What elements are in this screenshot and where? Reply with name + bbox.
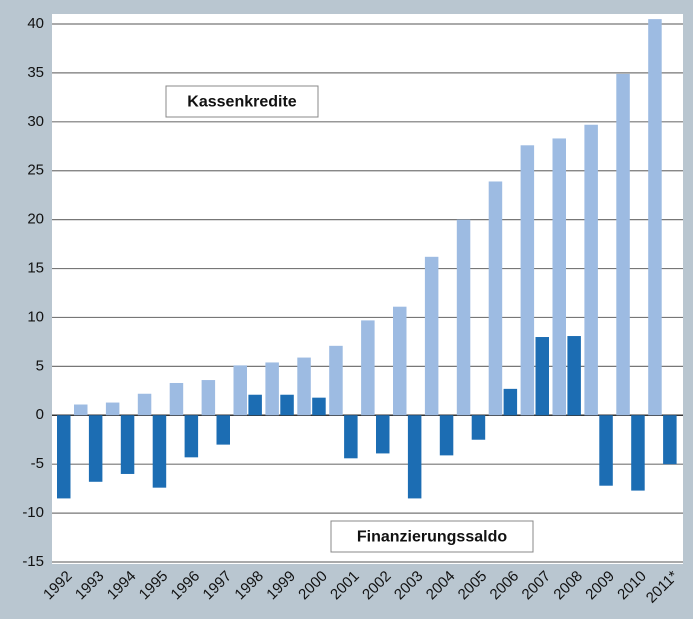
legend-label: Kassenkredite [187, 94, 296, 111]
bar [312, 397, 326, 416]
legend-label: Finanzierungssaldo [357, 529, 507, 546]
y-tick-label: 10 [27, 308, 44, 325]
bar [329, 345, 343, 416]
bar [248, 394, 262, 416]
bar [520, 145, 535, 416]
y-tick-label: 0 [36, 406, 44, 423]
y-tick-label: 30 [27, 113, 44, 130]
bar [265, 362, 279, 416]
bar [407, 415, 422, 499]
bar [297, 357, 311, 416]
bar [361, 320, 375, 416]
bar [599, 415, 613, 486]
bar [456, 219, 471, 416]
legend-box [330, 520, 534, 553]
bar [74, 404, 88, 416]
bar [152, 415, 167, 488]
y-tick-label: 15 [27, 260, 44, 277]
bar [88, 415, 103, 482]
bar [503, 388, 518, 416]
bar [584, 124, 598, 416]
bar [471, 415, 486, 440]
bar [344, 415, 358, 459]
bar [169, 382, 184, 416]
bar [488, 181, 503, 416]
bar [393, 306, 407, 416]
bar [424, 256, 439, 416]
bar [552, 138, 566, 416]
bar [57, 415, 71, 499]
bar [631, 415, 645, 491]
bar [616, 73, 630, 416]
y-tick-label: -15 [22, 553, 44, 570]
y-tick-label: 20 [27, 211, 44, 228]
bar [105, 402, 120, 416]
bar [184, 415, 199, 458]
y-tick-label: 35 [27, 64, 44, 81]
y-tick-label: 40 [27, 15, 44, 32]
bar [648, 19, 662, 416]
y-tick-label: -5 [31, 455, 44, 472]
y-tick-label: 5 [36, 357, 44, 374]
bar [137, 393, 152, 416]
bar [201, 380, 216, 416]
legend-box [165, 85, 319, 118]
bar [535, 337, 549, 416]
bar [663, 415, 677, 465]
bar [439, 415, 454, 456]
bar [280, 394, 294, 416]
bar [120, 415, 135, 474]
bar [233, 365, 247, 416]
y-tick-label: -10 [22, 504, 44, 521]
bar [567, 336, 581, 416]
bar [376, 415, 390, 454]
y-tick-label: 25 [27, 162, 44, 179]
bar [216, 415, 230, 445]
